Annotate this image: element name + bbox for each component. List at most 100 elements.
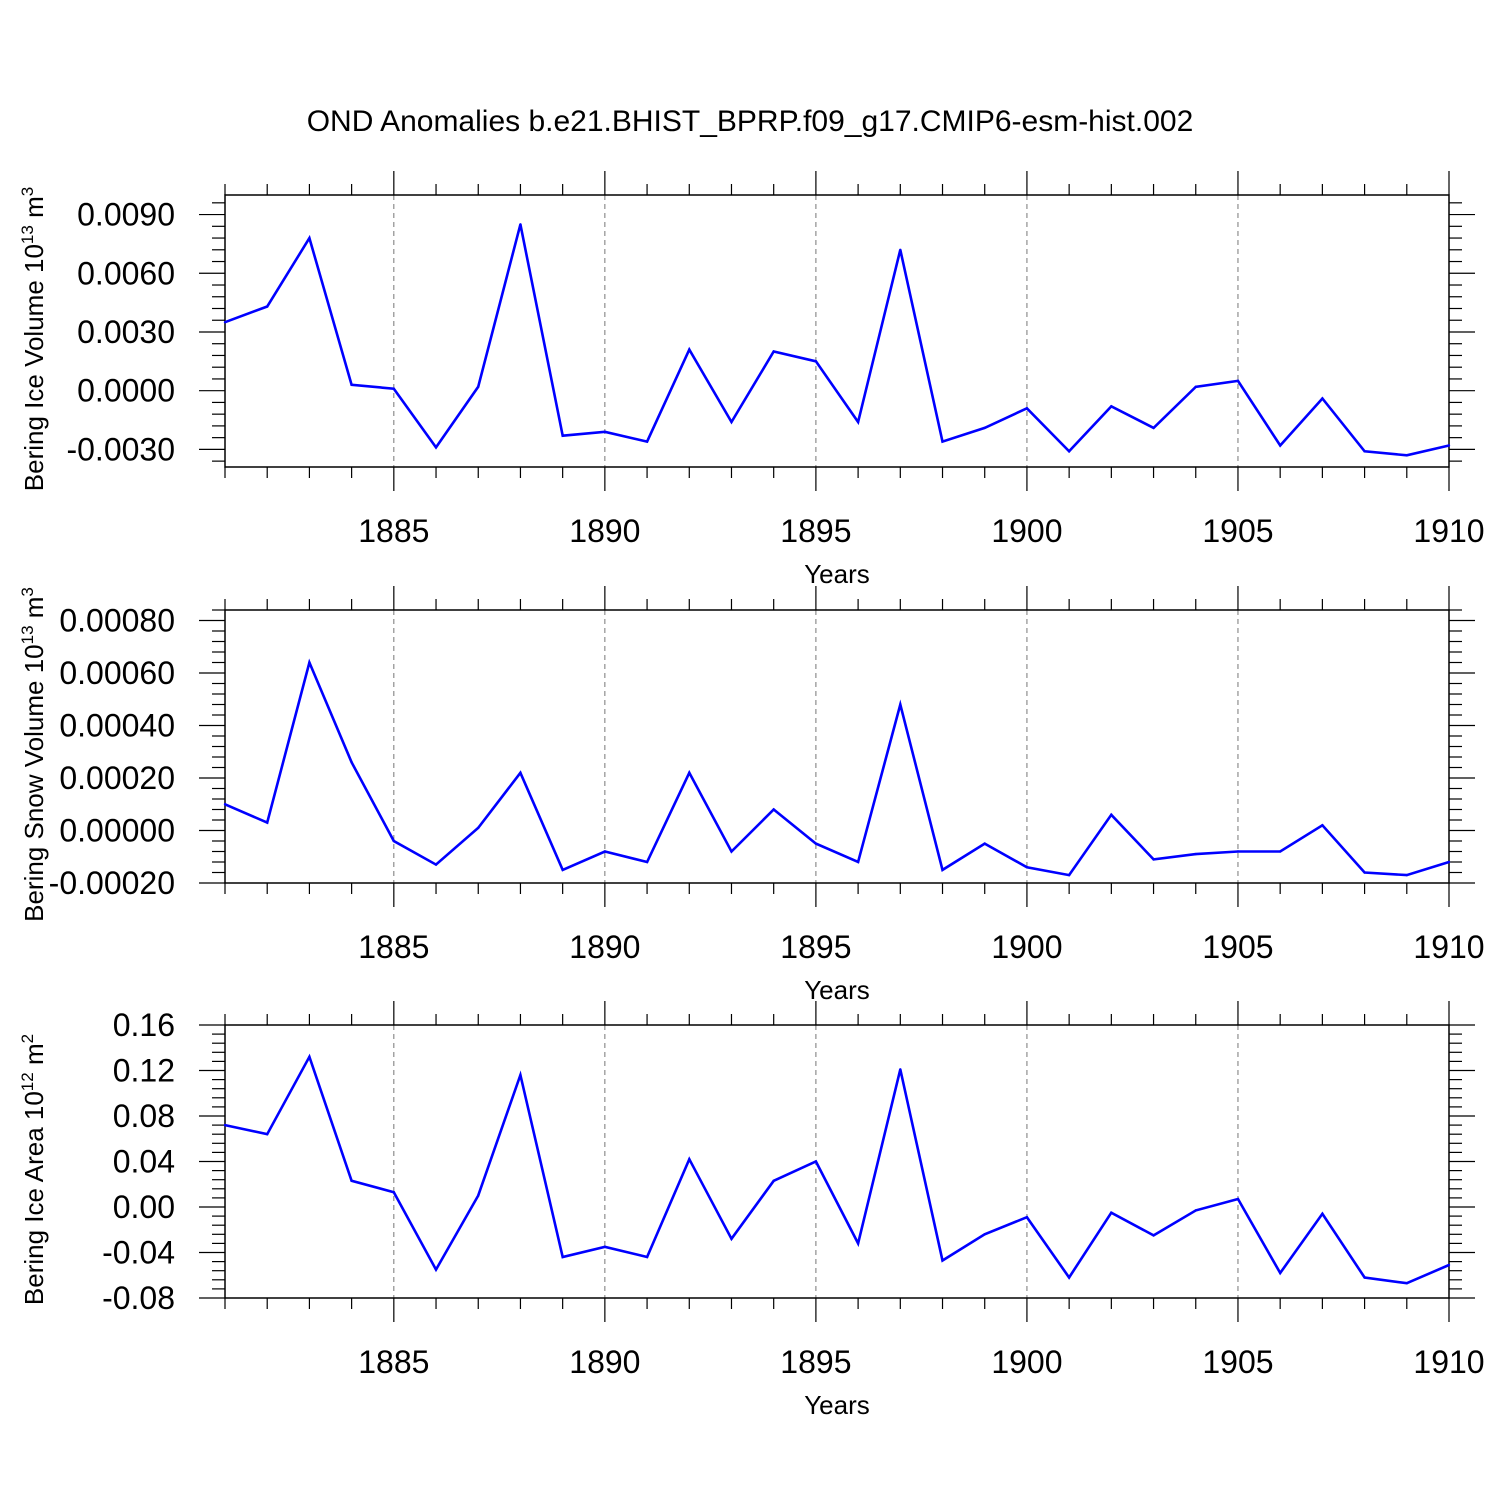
- series-line-ice-area: [224, 1053, 1450, 1285]
- data-point: [1025, 1216, 1029, 1219]
- data-point: [814, 842, 818, 845]
- data-point: [1321, 397, 1324, 400]
- data-point: [434, 863, 438, 866]
- data-point: [1025, 866, 1029, 869]
- panel-ice-area: 1885 1890 1895 1900 1905 1910 Years 0.16 0.12 0.0…: [18, 1001, 1485, 1420]
- data-point: [392, 387, 396, 390]
- data-point: [350, 1179, 353, 1183]
- y-tick-label: 0.00: [113, 1189, 175, 1225]
- data-point: [645, 860, 649, 864]
- data-point: [477, 826, 480, 830]
- data-point: [1236, 850, 1240, 853]
- data-point: [814, 1160, 818, 1163]
- data-point: [223, 320, 227, 324]
- y-tick-label: 0.0000: [77, 373, 175, 409]
- data-point: [561, 434, 564, 437]
- y-axis-label: Bering Ice Area 1012 m2: [18, 1034, 49, 1305]
- data-point: [688, 1158, 691, 1161]
- data-point: [392, 1191, 396, 1194]
- data-point: [1067, 1276, 1071, 1279]
- y-tick-label: 0.00080: [59, 603, 175, 639]
- panel-ice-volume: 1885 1890 1895 1900 1905 1910 Years 0.0090 0.006…: [18, 171, 1485, 589]
- data-point: [1194, 1209, 1197, 1212]
- x-axis-label: Years: [804, 1390, 870, 1420]
- data-point: [434, 1268, 438, 1271]
- data-point: [1405, 454, 1408, 457]
- data-point: [350, 761, 353, 764]
- data-point: [941, 1259, 944, 1262]
- x-tick-label: 1890: [569, 1344, 640, 1380]
- data-point: [983, 842, 986, 845]
- y-tick-label: -0.0030: [66, 431, 175, 467]
- data-point: [308, 661, 311, 664]
- data-point: [1363, 1276, 1366, 1279]
- data-point: [223, 803, 227, 806]
- data-point: [899, 248, 902, 251]
- data-point: [392, 839, 396, 843]
- data-point: [730, 420, 733, 424]
- data-point: [856, 420, 860, 424]
- data-point: [1110, 813, 1113, 816]
- x-axis-label: Years: [804, 559, 870, 589]
- data-point: [1110, 405, 1113, 408]
- data-point: [1236, 1197, 1240, 1201]
- x-tick-label: 1900: [991, 929, 1062, 965]
- data-point: [519, 771, 522, 774]
- chart-title: OND Anomalies b.e21.BHIST_BPRP.f09_g17.C…: [307, 105, 1194, 138]
- series-line-snow-volume: [224, 658, 1450, 877]
- data-point: [223, 1123, 227, 1127]
- y-axis-label: Bering Ice Volume 1013 m3: [18, 187, 49, 491]
- data-point: [266, 1133, 269, 1136]
- x-tick-label: 1895: [780, 929, 851, 965]
- y-tick-label: 0.00060: [59, 655, 175, 691]
- y-tick-label: 0.12: [113, 1053, 175, 1089]
- data-point: [1194, 852, 1197, 856]
- y-tick-label: 0.04: [113, 1144, 175, 1180]
- x-tick-label: 1910: [1413, 929, 1484, 965]
- y-tick-label: 0.0030: [77, 314, 175, 350]
- data-point: [730, 1237, 733, 1241]
- data-point: [477, 385, 480, 388]
- data-point: [266, 305, 269, 308]
- data-point: [603, 1245, 607, 1249]
- y-tick-label: 0.08: [113, 1098, 175, 1134]
- x-axis-label: Years: [804, 975, 870, 1005]
- x-tick-label: 1885: [358, 1344, 429, 1380]
- data-point: [308, 1055, 311, 1059]
- data-point: [1194, 385, 1197, 388]
- y-tick-label: -0.08: [102, 1280, 175, 1316]
- data-point: [1278, 1271, 1282, 1275]
- data-point: [1447, 1263, 1451, 1267]
- data-point: [772, 1179, 775, 1183]
- x-tick-label: 1885: [358, 929, 429, 965]
- data-point: [772, 350, 775, 353]
- data-point: [899, 1068, 902, 1071]
- y-tick-label: 0.16: [113, 1007, 175, 1043]
- data-point: [561, 1255, 564, 1259]
- x-tick-label: 1890: [569, 513, 640, 549]
- x-tick-label: 1905: [1202, 513, 1273, 549]
- data-point: [1278, 850, 1282, 853]
- y-tick-label: -0.04: [102, 1235, 175, 1271]
- data-point: [1152, 1234, 1155, 1237]
- data-point: [1067, 450, 1071, 453]
- data-point: [856, 1242, 860, 1245]
- x-tick-label: 1900: [991, 1344, 1062, 1380]
- x-tick-label: 1895: [780, 1344, 851, 1380]
- data-point: [350, 383, 353, 387]
- data-point: [561, 868, 564, 872]
- plot-frame: [224, 194, 1450, 468]
- data-point: [1152, 426, 1155, 430]
- x-tick-label: 1905: [1202, 929, 1273, 965]
- x-tick-label: 1885: [358, 513, 429, 549]
- y-tick-label: 0.00000: [59, 813, 175, 849]
- data-point: [1152, 858, 1155, 861]
- data-point: [899, 703, 902, 706]
- x-tick-label: 1900: [991, 513, 1062, 549]
- data-point: [730, 850, 733, 853]
- data-point: [603, 430, 607, 433]
- y-tick-label: 0.0060: [77, 255, 175, 291]
- data-point: [1321, 824, 1324, 827]
- y-tick-label: 0.00040: [59, 708, 175, 744]
